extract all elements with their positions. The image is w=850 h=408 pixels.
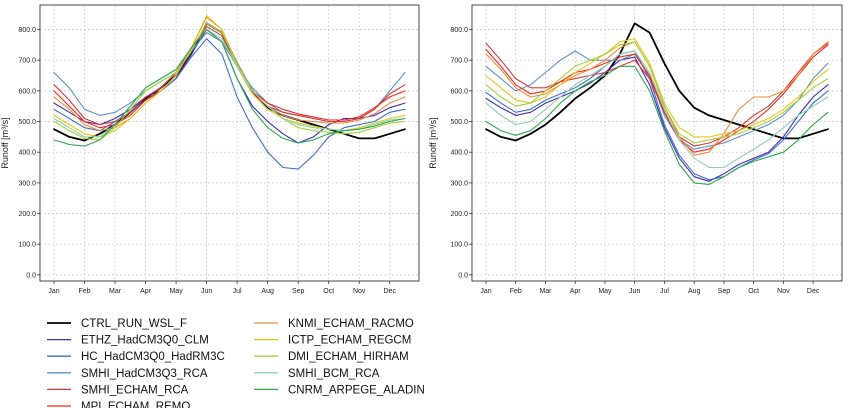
y-tick-label: 0.0 xyxy=(458,272,468,279)
y-tick-label: 400.0 xyxy=(18,150,36,157)
plot-frame xyxy=(39,4,420,282)
legend-label: ETHZ_HadCM3Q0_CLM xyxy=(81,335,209,347)
legend-item: HC_HadCM3Q0_HadRM3C xyxy=(47,351,225,363)
x-tick-label: Mar xyxy=(109,288,122,295)
y-tick-label: 800.0 xyxy=(18,27,36,34)
right-series-smhi-echam-rca xyxy=(485,42,829,147)
right-series-dmi-echam-hirham xyxy=(485,41,829,144)
legend-label: HC_HadCM3Q0_HadRM3C xyxy=(81,351,225,363)
x-tick-label: May xyxy=(169,288,183,295)
legend-label: CTRL_RUN_WSL_F xyxy=(81,318,187,330)
y-tick-label: 700.0 xyxy=(450,58,468,65)
legend-label: MPI_ECHAM_REMO xyxy=(81,401,190,408)
y-tick-label: 500.0 xyxy=(450,119,468,126)
legend-item: MPI_ECHAM_REMO xyxy=(47,401,190,408)
y-tick-label: 300.0 xyxy=(18,180,36,187)
left-runoff-chart: 0.0 100.0 200.0 300.0 400.0 500.0 600.0 700.0 80… xyxy=(0,4,420,295)
legend-item: SMHI_ECHAM_RCA xyxy=(47,384,189,396)
right-series-ictp-echam-regcm xyxy=(485,38,829,138)
left-series-cnrm-arpege-aladin xyxy=(53,28,406,147)
y-tick-label: 0.0 xyxy=(26,272,36,279)
y-tick-label: 500.0 xyxy=(18,119,36,126)
right-series-cnrm-arpege-aladin xyxy=(485,65,829,185)
legend-label: ICTP_ECHAM_REGCM xyxy=(288,335,411,347)
legend-item: ICTP_ECHAM_REGCM xyxy=(254,335,411,347)
x-tick-label: Sep xyxy=(718,288,731,295)
x-tick-label: Dec xyxy=(807,288,820,295)
left-series-smhi-echam-rca xyxy=(53,25,406,126)
legend-item: CNRM_ARPEGE_ALADIN xyxy=(254,384,425,396)
legend-label: KNMI_ECHAM_RACMO xyxy=(288,318,414,330)
right-series-hc-hadcm3q0-hadrm3q0 xyxy=(485,50,829,181)
right-series-smhi-bcm-rca xyxy=(485,50,829,169)
x-tick-label: Nov xyxy=(777,288,790,295)
y-tick-label: 100.0 xyxy=(450,242,468,249)
x-tick-label: Apr xyxy=(140,288,152,295)
y-axis-title: Runoff [m³/s] xyxy=(0,117,10,168)
y-tick-label: 600.0 xyxy=(18,88,36,95)
legend-label: SMHI_ECHAM_RCA xyxy=(81,384,189,396)
x-tick-label: Feb xyxy=(510,288,522,295)
x-tick-label: Jun xyxy=(201,288,212,295)
legend-label: CNRM_ARPEGE_ALADIN xyxy=(288,384,425,396)
x-tick-label: Oct xyxy=(323,288,334,295)
left-series-hc-hadcm3q0-hadrm3q0 xyxy=(53,38,406,170)
x-tick-label: Jan xyxy=(480,288,491,295)
y-tick-label: 400.0 xyxy=(450,150,468,157)
x-tick-label: Oct xyxy=(748,288,759,295)
right-series-mpi-echam-remo xyxy=(485,44,829,153)
legend-item: KNMI_ECHAM_RACMO xyxy=(254,318,414,330)
x-tick-label: Aug xyxy=(688,288,701,295)
y-tick-label: 800.0 xyxy=(450,27,468,34)
y-tick-label: 100.0 xyxy=(18,242,36,249)
legend-label: DMI_ECHAM_HIRHAM xyxy=(288,351,409,363)
y-axis-title: Runoff [m³/s] xyxy=(428,117,438,168)
right-series-ethz-hadcm3q0-clm xyxy=(485,56,829,182)
right-series-ctrl-run-wsl-f xyxy=(485,22,829,142)
legend: CTRL_RUN_WSL_F ETHZ_HadCM3Q0_CLM HC_HadCM3… xyxy=(47,318,425,408)
y-tick-label: 200.0 xyxy=(18,211,36,218)
x-tick-label: Jun xyxy=(629,288,640,295)
legend-label: SMHI_HadCM3Q3_RCA xyxy=(81,368,208,380)
x-tick-label: Feb xyxy=(78,288,90,295)
legend-item: SMHI_HadCM3Q3_RCA xyxy=(47,368,208,380)
legend-label: SMHI_BCM_RCA xyxy=(288,368,380,380)
x-tick-label: Nov xyxy=(353,288,366,295)
left-series-knmi-echam-racmo xyxy=(53,16,406,132)
legend-item: CTRL_RUN_WSL_F xyxy=(47,318,187,330)
right-runoff-chart: 0.0 100.0 200.0 300.0 400.0 500.0 600.0 700.0 80… xyxy=(428,4,843,295)
x-tick-label: Dec xyxy=(384,288,397,295)
y-tick-label: 200.0 xyxy=(450,211,468,218)
plot-frame xyxy=(471,4,843,282)
x-tick-label: Mar xyxy=(539,288,552,295)
x-tick-label: May xyxy=(598,288,612,295)
x-tick-label: Jul xyxy=(660,288,669,295)
legend-item: ETHZ_HadCM3Q0_CLM xyxy=(47,335,209,347)
x-tick-label: Apr xyxy=(570,288,582,295)
left-series-dmi-echam-hirham xyxy=(53,22,406,141)
legend-item: SMHI_BCM_RCA xyxy=(254,368,380,380)
x-tick-label: Aug xyxy=(261,288,274,295)
x-tick-label: Jan xyxy=(48,288,59,295)
y-tick-label: 300.0 xyxy=(450,180,468,187)
y-tick-label: 700.0 xyxy=(18,58,36,65)
x-tick-label: Sep xyxy=(292,288,305,295)
y-tick-label: 600.0 xyxy=(450,88,468,95)
legend-item: DMI_ECHAM_HIRHAM xyxy=(254,351,409,363)
x-tick-label: Jul xyxy=(233,288,242,295)
